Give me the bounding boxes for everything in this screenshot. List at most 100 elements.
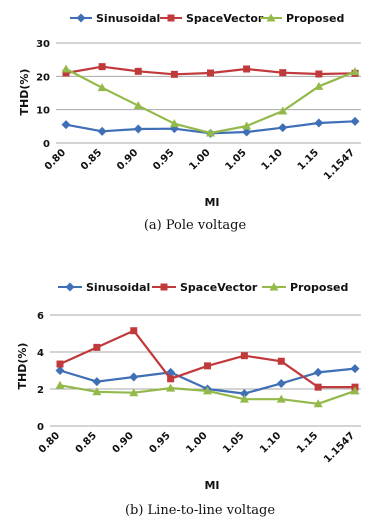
legend-a-sinusoidal-marker — [76, 13, 86, 23]
caption-a: (a) Pole voltage — [144, 218, 247, 233]
y-tick-label-a-3: 30 — [36, 39, 50, 50]
legend-b-spacevector: SpaceVector — [152, 281, 258, 294]
y-tick-label-b-2: 4 — [37, 348, 44, 359]
data-point-b-2-0 — [55, 380, 65, 389]
series-b-sinusoidal — [55, 364, 360, 399]
legend-a-sinusoidal: Sinusoidal — [70, 12, 160, 25]
legend-a-proposed-label: Proposed — [286, 12, 344, 25]
data-point-a-0-0 — [61, 120, 71, 130]
x-tick-label-b-1: 0.85 — [74, 430, 99, 455]
data-point-b-2-8 — [350, 386, 360, 395]
y-axis-title-b: THD(%) — [16, 343, 29, 390]
y-axis-title-a: THD(%) — [18, 69, 31, 116]
series-a-proposed — [61, 64, 360, 137]
x-tick-label-b-3: 0.95 — [148, 430, 173, 455]
data-point-b-0-8 — [350, 364, 360, 374]
data-point-b-1-5 — [240, 352, 248, 360]
y-tick-label-a-2: 20 — [36, 72, 50, 83]
data-point-a-2-2 — [133, 101, 143, 110]
data-point-b-2-5 — [239, 394, 249, 403]
data-point-a-0-7 — [314, 118, 324, 128]
legend-b-spacevector-marker — [160, 283, 168, 291]
data-point-b-2-1 — [92, 387, 102, 396]
x-tick-label-a-2: 0.90 — [115, 147, 140, 172]
data-point-b-0-1 — [92, 377, 102, 387]
data-point-a-1-5 — [243, 65, 251, 73]
x-tick-label-a-5: 1.05 — [224, 147, 249, 172]
data-point-b-1-7 — [314, 383, 322, 391]
x-axis-title-b: MI — [204, 479, 219, 492]
legend-b-spacevector-label: SpaceVector — [180, 281, 258, 294]
chart-pole-voltage: Sinusoidal SpaceVector Proposed THD(%) 0… — [18, 12, 361, 233]
data-point-a-0-1 — [97, 126, 107, 136]
data-point-b-1-2 — [130, 327, 138, 335]
x-axis-title-a: MI — [204, 196, 219, 209]
data-point-a-1-4 — [207, 69, 214, 77]
legend-b-proposed-marker — [269, 282, 279, 291]
data-point-a-2-8 — [350, 67, 360, 76]
y-tick-label-a-0: 0 — [43, 139, 50, 150]
data-point-a-1-6 — [279, 69, 287, 77]
data-point-b-1-3 — [167, 375, 175, 383]
data-point-b-0-7 — [313, 367, 323, 377]
legend-a-spacevector-marker — [167, 14, 175, 22]
data-point-b-1-1 — [93, 343, 101, 351]
y-tick-label-b-3: 6 — [37, 311, 44, 322]
data-point-a-0-6 — [278, 123, 288, 133]
legend-a: Sinusoidal SpaceVector Proposed — [70, 12, 344, 25]
data-point-b-2-4 — [203, 386, 212, 395]
data-point-b-0-0 — [55, 366, 65, 375]
data-point-a-2-0 — [61, 64, 71, 73]
data-point-b-1-4 — [204, 362, 211, 370]
legend-a-proposed: Proposed — [260, 12, 344, 25]
y-tick-label-b-0: 0 — [37, 422, 44, 433]
plot-area-a: 0 10 20 30 0.80 0.85 0.90 0.95 1.00 1.05 1.10 1.15 1… — [36, 39, 361, 182]
data-point-a-1-1 — [98, 63, 106, 71]
x-tick-label-b-4: 1.00 — [184, 430, 209, 455]
data-point-b-1-0 — [56, 360, 64, 368]
data-point-a-0-5 — [242, 127, 252, 137]
legend-a-sinusoidal-label: Sinusoidal — [96, 12, 160, 25]
caption-b: (b) Line-to-line voltage — [125, 503, 275, 518]
data-point-a-0-2 — [133, 124, 143, 134]
x-tick-label-b-6: 1.10 — [258, 430, 283, 455]
x-tick-label-b-0: 0.80 — [37, 430, 62, 455]
legend-b-proposed: Proposed — [262, 281, 348, 294]
x-tick-label-a-3: 0.95 — [151, 147, 176, 172]
series-b-spacevector — [56, 327, 359, 391]
data-point-b-0-2 — [129, 372, 139, 382]
data-point-a-2-6 — [278, 106, 288, 115]
y-tick-label-b-1: 2 — [37, 385, 44, 396]
legend-b-sinusoidal-marker — [65, 282, 75, 292]
data-point-b-1-6 — [277, 357, 285, 365]
data-point-a-2-4 — [206, 128, 215, 137]
legend-b: Sinusoidal SpaceVector Proposed — [58, 281, 348, 294]
data-point-b-0-5 — [239, 389, 249, 399]
x-tick-label-b-5: 1.05 — [221, 430, 246, 455]
legend-b-proposed-label: Proposed — [290, 281, 348, 294]
data-point-b-2-2 — [129, 388, 139, 397]
data-point-b-0-6 — [276, 378, 286, 388]
data-point-b-2-6 — [276, 394, 286, 403]
x-tick-label-b-2: 0.90 — [111, 430, 136, 455]
data-point-a-2-7 — [314, 81, 324, 90]
data-point-a-1-7 — [315, 70, 323, 78]
plot-area-b: 0 2 4 6 0.80 0.85 0.90 0.95 1.00 1.05 1.10 1.15 1.15… — [37, 311, 361, 465]
series-a-spacevector — [62, 63, 359, 78]
data-point-a-2-5 — [242, 121, 252, 130]
x-tick-label-a-7: 1.15 — [296, 147, 321, 172]
x-tick-label-a-4: 1.00 — [187, 147, 212, 172]
legend-a-proposed-marker — [266, 13, 276, 22]
data-point-a-2-1 — [97, 83, 107, 92]
x-tick-label-a-1: 0.85 — [79, 147, 104, 172]
series-line-b-1 — [59, 329, 355, 389]
data-point-b-2-3 — [166, 383, 176, 392]
x-tick-label-b-8: 1.1547 — [322, 430, 357, 465]
legend-b-sinusoidal: Sinusoidal — [58, 281, 150, 294]
x-tick-label-a-8: 1.1547 — [322, 147, 357, 182]
chart-line-to-line-voltage: Sinusoidal SpaceVector Proposed THD(%) 0… — [16, 281, 361, 518]
data-point-a-1-3 — [170, 70, 178, 78]
data-point-a-0-3 — [169, 124, 179, 134]
x-tick-label-b-7: 1.15 — [295, 430, 320, 455]
